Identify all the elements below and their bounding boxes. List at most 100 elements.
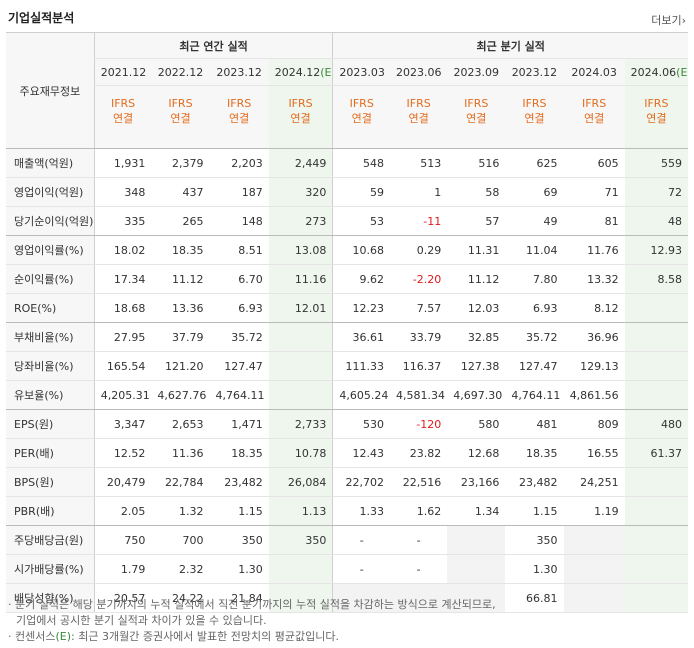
- table-cell: 59: [332, 177, 391, 207]
- section-title: 기업실적분석: [8, 11, 75, 25]
- table-cell: 20,479: [93, 467, 152, 497]
- table-cell: -: [390, 554, 448, 584]
- table-cell: 548: [332, 148, 391, 178]
- footnote-1-cont: 기업에서 공시한 분기 실적과 차이가 있을 수 있습니다.: [16, 614, 267, 627]
- table-row: 부채비율(%) 27.95 37.79 35.72 36.61 33.79 32.85 35.…: [6, 322, 688, 352]
- table-cell: 111.33: [332, 351, 391, 381]
- table-cell: 350: [505, 525, 564, 555]
- table-cell: 2,733: [268, 409, 333, 439]
- row-label: 매출액(억원): [6, 148, 95, 178]
- table-cell: 4,205.31: [93, 380, 152, 410]
- table-cell: 350: [209, 525, 269, 555]
- table-cell: 1.15: [209, 496, 269, 526]
- table-cell: [268, 351, 333, 381]
- table-cell: 2.05: [93, 496, 152, 526]
- table-cell: [624, 322, 688, 352]
- table-cell: 81: [563, 206, 625, 236]
- table-cell: 16.55: [563, 438, 625, 468]
- table-cell: 12.23: [332, 293, 391, 323]
- table-cell: 4,627.76: [151, 380, 210, 410]
- table-cell: 12.01: [268, 293, 333, 323]
- table-cell: 61.37: [624, 438, 688, 468]
- table-cell: 12.03: [447, 293, 506, 323]
- period-header: 2023.12: [209, 58, 269, 86]
- basis-header: IFRS 연결: [390, 85, 448, 149]
- table-cell: 116.37: [390, 351, 448, 381]
- table-cell: 48: [624, 206, 688, 236]
- table-cell: 7.80: [505, 264, 564, 294]
- table-cell: -: [390, 525, 448, 555]
- quarter-group-header: 최근 분기 실적: [332, 32, 688, 59]
- table-cell: 35.72: [505, 322, 564, 352]
- table-cell: 11.16: [268, 264, 333, 294]
- table-cell: 530: [332, 409, 391, 439]
- table-row: 영업이익률(%) 18.02 18.35 8.51 13.08 10.68 0.29 11.3…: [6, 235, 688, 265]
- table-cell: 320: [268, 177, 333, 207]
- table-row: 매출액(억원) 1,931 2,379 2,203 2,449 548 513 516 625 6…: [6, 148, 688, 178]
- table-cell: 12.93: [624, 235, 688, 265]
- table-cell: 18.02: [93, 235, 152, 265]
- table-cell: 18.35: [505, 438, 564, 468]
- table-cell: [390, 583, 448, 613]
- table-row: 영업이익(억원) 348 437 187 320 59 1 58 69 71 72: [6, 177, 688, 207]
- period-header: 2021.12: [93, 58, 152, 86]
- table-cell: 11.12: [151, 264, 210, 294]
- table-cell: 625: [505, 148, 564, 178]
- table-cell: 1.15: [505, 496, 564, 526]
- table-cell: 4,764.11: [209, 380, 269, 410]
- table-cell: [624, 525, 688, 555]
- table-cell: -: [332, 525, 391, 555]
- table-cell: 1.30: [209, 554, 269, 584]
- table-cell: 23.82: [390, 438, 448, 468]
- table-cell: 148: [209, 206, 269, 236]
- row-label: 당기순이익(억원): [6, 206, 95, 236]
- financial-table: 주요재무정보 최근 연간 실적 최근 분기 실적 2021.12 2022.12 2…: [6, 32, 688, 613]
- table-cell: [563, 525, 625, 555]
- table-cell: 580: [447, 409, 506, 439]
- table-cell: 18.35: [151, 235, 210, 265]
- period-header: 2023.03: [332, 58, 391, 86]
- table-row: ROE(%) 18.68 13.36 6.93 12.01 12.23 7.57 12.03 6…: [6, 293, 688, 323]
- table-cell: 4,581.34: [390, 380, 448, 410]
- row-label: PBR(배): [6, 496, 95, 526]
- table-cell: 18.35: [209, 438, 269, 468]
- table-cell: 11.36: [151, 438, 210, 468]
- table-cell: 22,784: [151, 467, 210, 497]
- table-cell: 26,084: [268, 467, 333, 497]
- table-cell: 265: [151, 206, 210, 236]
- row-label: 당좌비율(%): [6, 351, 95, 381]
- table-cell: 1.32: [151, 496, 210, 526]
- period-header: 2023.09: [447, 58, 506, 86]
- table-cell: 21.84: [209, 583, 269, 613]
- table-cell: 22,702: [332, 467, 391, 497]
- table-cell: 1.13: [268, 496, 333, 526]
- table-cell: 809: [563, 409, 625, 439]
- table-row: BPS(원) 20,479 22,784 23,482 26,084 22,702 22,5…: [6, 467, 688, 497]
- table-cell: [624, 380, 688, 410]
- footnote-2: · 컨센서스(E): 최근 3개월간 증권사에서 발표한 전망치의 평균값입니다…: [8, 630, 339, 643]
- table-cell: 9.62: [332, 264, 391, 294]
- table-cell: [624, 554, 688, 584]
- table-cell: 1,931: [93, 148, 152, 178]
- row-label: 배당성향(%): [6, 583, 95, 613]
- table-cell: 2,379: [151, 148, 210, 178]
- table-row: 순이익률(%) 17.34 11.12 6.70 11.16 9.62 -2.20 11.12…: [6, 264, 688, 294]
- table-cell: 1,471: [209, 409, 269, 439]
- table-cell: [268, 554, 333, 584]
- table-cell: 57: [447, 206, 506, 236]
- table-cell: [332, 583, 391, 613]
- table-row: 유보율(%) 4,205.31 4,627.76 4,764.11 4,605.24 4,…: [6, 380, 688, 410]
- table-cell: 6.93: [209, 293, 269, 323]
- table-cell: 6.70: [209, 264, 269, 294]
- table-cell: 10.68: [332, 235, 391, 265]
- table-cell: [563, 554, 625, 584]
- table-cell: 121.20: [151, 351, 210, 381]
- table-cell: 8.58: [624, 264, 688, 294]
- table-cell: 13.08: [268, 235, 333, 265]
- table-cell: 1.19: [563, 496, 625, 526]
- table-cell: 2,203: [209, 148, 269, 178]
- more-link[interactable]: 더보기›: [651, 12, 686, 28]
- table-cell: 17.34: [93, 264, 152, 294]
- table-cell: 23,482: [505, 467, 564, 497]
- table-cell: 24.22: [151, 583, 210, 613]
